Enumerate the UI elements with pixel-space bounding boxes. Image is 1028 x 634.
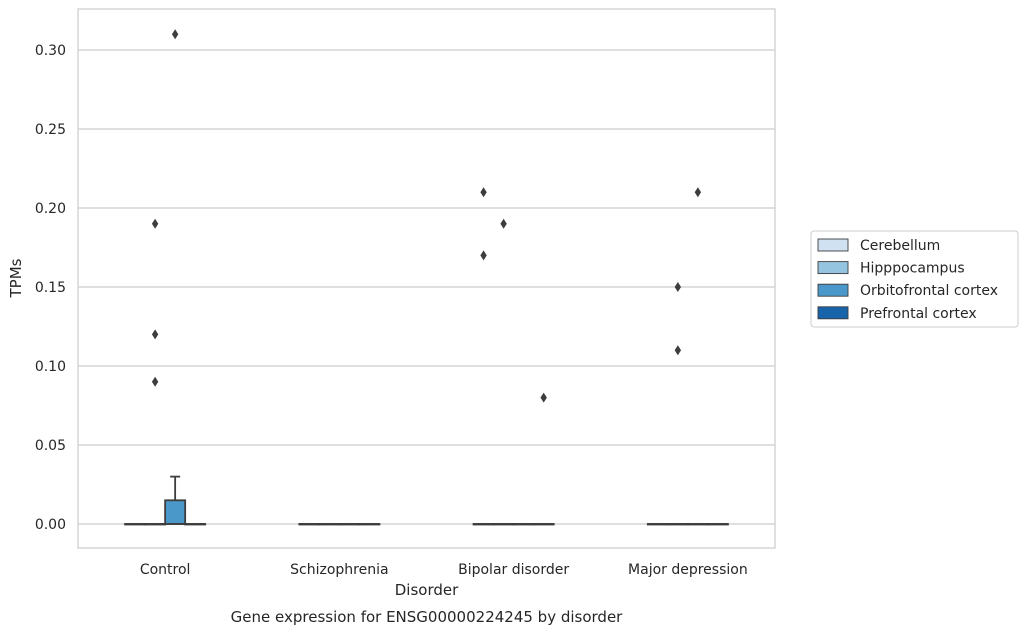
outlier-point [171, 29, 179, 40]
y-tick-label: 0.15 [35, 280, 66, 296]
y-tick-label: 0.25 [35, 122, 66, 138]
box-group [318, 523, 341, 526]
y-tick-label: 0.20 [35, 201, 66, 217]
legend-swatch [817, 238, 849, 252]
box-group [124, 523, 146, 526]
box [164, 499, 187, 525]
box-group [512, 523, 535, 526]
legend-swatch [817, 306, 849, 320]
y-tick-label: 0.00 [35, 517, 66, 533]
x-tick-label: Schizophrenia [290, 562, 388, 578]
outlier-point [674, 282, 682, 292]
outlier-point [151, 218, 159, 229]
outlier-point [500, 218, 507, 229]
box-group [646, 523, 669, 526]
legend: Cerebellum Hipppocampus Orbitofrontal cort… [810, 230, 1019, 328]
legend-swatch [817, 283, 849, 297]
y-tick-labels: 0.00 0.05 0.10 0.15 0.20 0.25 0.30 [35, 43, 66, 533]
box-group [707, 523, 729, 526]
outlier-point [540, 392, 547, 403]
outlier-point [480, 187, 487, 198]
box-groups [124, 29, 729, 526]
legend-label: Prefrontal cortex [860, 306, 977, 322]
y-axis-label: TPMs [7, 258, 25, 298]
plot-frame [77, 8, 776, 549]
box-group [686, 187, 709, 526]
legend-label: Hipppocampus [860, 261, 965, 277]
figure-caption: Gene expression for ENSG00000224245 by d… [231, 608, 624, 626]
x-tick-labels: Control Schizophrenia Bipolar disorder Majo… [140, 562, 748, 578]
outlier-point [151, 376, 159, 387]
legend-label: Orbitofrontal cortex [860, 283, 998, 299]
y-gridlines [78, 49, 775, 525]
plot-background [78, 9, 775, 548]
x-tick-label: Control [140, 562, 191, 578]
outlier-point [674, 345, 682, 356]
x-tick-label: Major depression [628, 562, 748, 578]
x-axis-label: Disorder [395, 581, 459, 599]
box-group [298, 523, 321, 526]
box-group [358, 523, 381, 526]
y-tick-label: 0.10 [35, 359, 66, 375]
box-group [338, 523, 361, 526]
box-group [184, 523, 207, 526]
legend-label: Cerebellum [860, 238, 940, 254]
legend-frame [810, 230, 1019, 328]
y-tick-label: 0.30 [35, 43, 66, 59]
y-tick-label: 0.05 [35, 438, 66, 454]
x-tick-label: Bipolar disorder [458, 562, 569, 578]
box-group [532, 392, 555, 526]
outlier-point [151, 329, 159, 340]
outlier-point [694, 187, 702, 198]
outlier-point [480, 250, 487, 261]
box-group [164, 29, 187, 525]
legend-swatch [817, 261, 849, 275]
